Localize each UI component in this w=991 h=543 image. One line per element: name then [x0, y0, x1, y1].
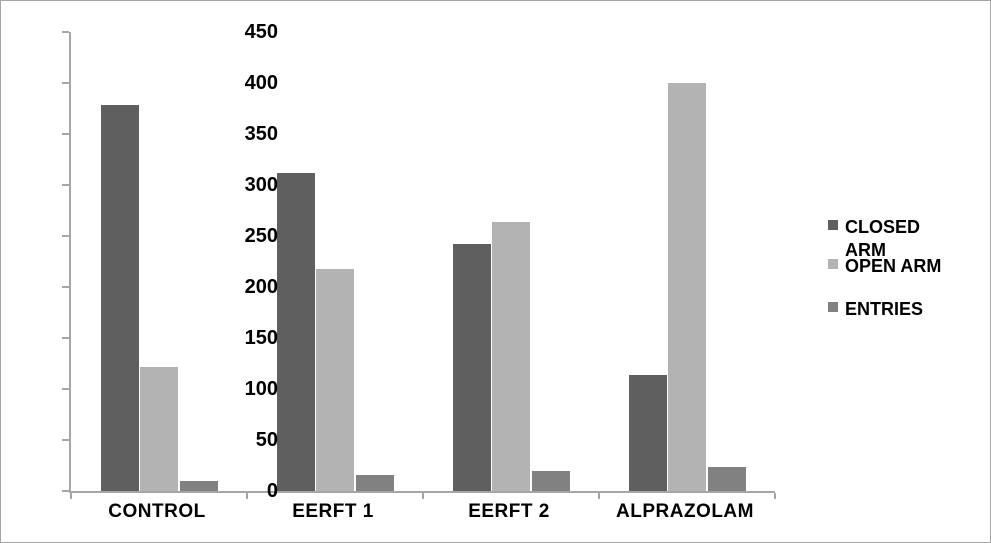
bar-open-arm-eerft-1	[316, 269, 354, 491]
bar-open-arm-eerft-2	[492, 222, 530, 491]
bar-entries-eerft-2	[531, 471, 570, 491]
y-axis-label: 150	[244, 327, 278, 349]
y-axis-label: 100	[244, 378, 278, 400]
x-axis-label-alprazolam: ALPRAZOLAM	[616, 501, 754, 522]
x-axis-tick	[70, 493, 72, 499]
bar-closed-arm-alprazolam	[628, 375, 667, 491]
x-axis-tick	[422, 493, 424, 499]
y-axis-label: 450	[244, 21, 278, 43]
y-axis-tick	[62, 184, 69, 186]
bar-open-arm-alprazolam	[668, 83, 706, 491]
x-axis-label-eerft-2: EERFT 2	[468, 501, 550, 522]
bar-closed-arm-eerft-1	[276, 173, 315, 491]
y-axis-tick	[62, 490, 69, 492]
legend-label: OPEN ARM	[845, 256, 942, 276]
x-axis-tick	[598, 493, 600, 499]
legend-label: ENTRIES	[845, 299, 924, 319]
entries-swatch-icon	[828, 302, 838, 312]
bar-open-arm-control	[140, 367, 178, 491]
legend-item-entries: ENTRIES	[828, 298, 978, 321]
y-axis-label: 250	[244, 225, 278, 247]
y-axis-label: 50	[255, 429, 278, 451]
plot-area	[62, 31, 776, 499]
bar-entries-control	[179, 481, 218, 491]
y-axis-tick	[62, 286, 69, 288]
x-axis-tick	[246, 493, 248, 499]
y-axis-tick	[62, 235, 69, 237]
bar-entries-alprazolam	[707, 467, 746, 491]
y-axis-label: 350	[244, 123, 278, 145]
y-axis-label: 0	[266, 480, 278, 502]
bar-closed-arm-control	[100, 105, 139, 491]
y-axis-tick	[62, 31, 69, 33]
y-axis-tick	[62, 337, 69, 339]
legend-item-closed-arm: CLOSED ARM	[828, 216, 978, 261]
y-axis-label: 200	[244, 276, 278, 298]
x-axis-label-eerft-1: EERFT 1	[292, 501, 374, 522]
y-axis-label: 300	[244, 174, 278, 196]
closed-arm-swatch-icon	[828, 220, 838, 230]
x-axis-label-control: CONTROL	[108, 501, 206, 522]
legend-label: CLOSED ARM	[845, 217, 921, 260]
y-axis-tick	[62, 133, 69, 135]
legend-item-open-arm: OPEN ARM	[828, 255, 978, 278]
y-axis-label: 400	[244, 72, 278, 94]
y-axis-tick	[62, 388, 69, 390]
x-axis-tick	[774, 493, 776, 499]
y-axis-tick	[62, 439, 69, 441]
bar-entries-eerft-1	[355, 475, 394, 491]
bar-closed-arm-eerft-2	[452, 244, 491, 491]
open-arm-swatch-icon	[828, 259, 838, 269]
y-axis-tick	[62, 82, 69, 84]
